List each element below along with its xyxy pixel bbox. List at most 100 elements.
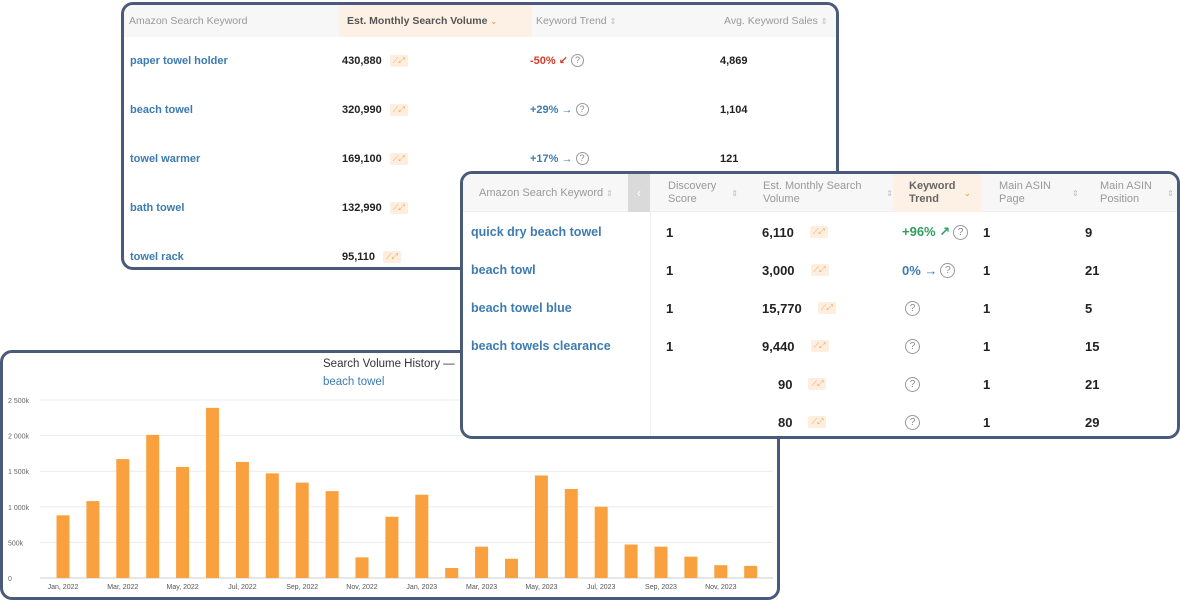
sparkline-icon[interactable]: ⟋⤢ <box>808 378 827 390</box>
bar[interactable] <box>176 466 190 578</box>
sparkline-icon[interactable]: ⟋⤢ <box>810 340 829 352</box>
sparkline-icon[interactable]: ⟋⤢ <box>808 416 827 428</box>
bar[interactable] <box>355 557 369 578</box>
header-page-label: Main ASIN Page <box>999 180 1051 205</box>
help-icon[interactable]: ? <box>905 300 920 316</box>
asin-position-cell: 29 <box>1085 403 1099 436</box>
keyword-link[interactable]: quick dry beach towel <box>471 225 602 239</box>
keyword-link[interactable]: beach towel blue <box>471 301 572 315</box>
help-icon[interactable]: ? <box>905 338 920 354</box>
volume-cell: 320,990 ⟋⤢ <box>342 85 408 134</box>
header-keyword[interactable]: Amazon Search Keyword <box>129 5 247 37</box>
keyword-cell[interactable]: bath towel <box>130 183 184 232</box>
keyword-link[interactable]: towel rack <box>130 250 184 263</box>
keyword-cell[interactable]: beach towels clearance <box>471 327 611 365</box>
sparkline-icon[interactable]: ⟋⤢ <box>809 226 828 238</box>
asin-position-cell: 9 <box>1085 213 1092 251</box>
volume-value: 9,440 <box>762 338 795 354</box>
bar[interactable] <box>714 565 728 578</box>
keyword-link[interactable]: towel warmer <box>130 152 201 165</box>
volume-cell: 15,770 ⟋⤢ <box>762 289 836 327</box>
header-main-asin-page[interactable]: Main ASIN Page ⇕ <box>999 174 1084 212</box>
header-discovery-label: Discovery Score <box>668 180 717 205</box>
table-header: Amazon Search Keyword Est. Monthly Searc… <box>124 5 836 37</box>
header-search-volume[interactable]: Est. Monthly Search Volume ⇕ <box>763 174 893 212</box>
bar[interactable] <box>505 558 518 578</box>
bar[interactable] <box>744 565 758 578</box>
volume-value: 169,100 <box>342 152 382 165</box>
header-trend-label: Keyword Trend <box>536 15 607 27</box>
table-row: 80 ⟋⤢? 1 29 <box>463 403 1177 436</box>
keyword-cell[interactable]: towel warmer <box>130 134 200 183</box>
sparkline-icon[interactable]: ⟋⤢ <box>389 201 408 214</box>
help-icon[interactable]: ? <box>905 376 920 392</box>
volume-cell: 80 ⟋⤢ <box>778 403 827 436</box>
bar[interactable] <box>116 459 130 578</box>
sparkline-icon[interactable]: ⟋⤢ <box>383 250 402 263</box>
sparkline-icon[interactable]: ⟋⤢ <box>817 302 836 314</box>
keyword-cell[interactable]: quick dry beach towel <box>471 213 602 251</box>
bar[interactable] <box>594 506 608 578</box>
bar[interactable] <box>445 568 459 578</box>
volume-value: 80 <box>778 414 793 430</box>
bar[interactable] <box>206 407 219 578</box>
help-icon[interactable]: ? <box>570 54 584 67</box>
bar[interactable] <box>325 491 339 578</box>
header-sales[interactable]: Avg. Keyword Sales ⇕ <box>724 5 827 37</box>
keyword-link[interactable]: beach towel <box>130 103 193 116</box>
sparkline-icon[interactable]: ⟋⤢ <box>810 264 829 276</box>
sparkline-icon[interactable]: ⟋⤢ <box>389 54 408 67</box>
collapse-left-icon[interactable]: ‹ <box>628 174 650 212</box>
y-tick-label: 2 000k <box>8 434 30 441</box>
bar[interactable] <box>265 473 279 578</box>
keyword-link[interactable]: beach towl <box>471 263 536 277</box>
keyword-link[interactable]: bath towel <box>130 201 185 214</box>
help-icon[interactable]: ? <box>575 152 589 165</box>
sales-value: 121 <box>720 152 739 165</box>
bar[interactable] <box>475 546 489 578</box>
header-trend[interactable]: Keyword Trend ⌄ <box>893 174 981 212</box>
header-keyword[interactable]: Amazon Search Keyword ⇕ <box>479 174 629 212</box>
header-search-volume[interactable]: Est. Monthly Search Volume ⌄ <box>339 5 532 37</box>
keyword-cell[interactable]: beach towel <box>130 85 193 134</box>
help-icon[interactable]: ? <box>575 103 589 116</box>
x-tick-label: Jan, 2023 <box>406 584 437 591</box>
help-icon[interactable]: ? <box>953 224 969 240</box>
help-icon[interactable]: ? <box>940 262 956 278</box>
bar[interactable] <box>56 515 70 578</box>
header-position-label: Main ASIN Position <box>1100 180 1152 205</box>
asin-page-value: 1 <box>983 376 991 392</box>
bar[interactable] <box>385 516 399 578</box>
header-trend[interactable]: Keyword Trend ⇕ <box>536 5 616 37</box>
keyword-link[interactable]: beach towels clearance <box>471 339 611 353</box>
bar[interactable] <box>146 434 160 578</box>
bar[interactable] <box>684 556 698 578</box>
keyword-cell[interactable]: towel rack <box>130 232 184 267</box>
chart-subtitle[interactable]: beach towel <box>323 376 385 388</box>
asin-position-cell: 15 <box>1085 327 1099 365</box>
x-tick-label: Sep, 2023 <box>645 584 677 591</box>
sparkline-icon[interactable]: ⟋⤢ <box>389 103 408 116</box>
bar[interactable] <box>534 475 548 578</box>
sales-cell: 1,104 <box>720 85 748 134</box>
bar[interactable] <box>624 544 638 578</box>
header-discovery-score[interactable]: Discovery Score ⇕ <box>668 174 738 212</box>
bar[interactable] <box>415 494 429 578</box>
keyword-cell[interactable]: beach towl <box>471 251 536 289</box>
keyword-cell[interactable]: paper towel holder <box>130 36 228 85</box>
volume-value: 95,110 <box>342 250 376 263</box>
trend-cell: ? <box>902 403 920 436</box>
keyword-link[interactable]: paper towel holder <box>130 54 228 67</box>
trend-cell: +17% →? <box>530 134 589 183</box>
bar[interactable] <box>564 489 578 578</box>
bar[interactable] <box>86 501 100 578</box>
bar[interactable] <box>235 461 249 578</box>
sparkline-icon[interactable]: ⟋⤢ <box>389 152 408 165</box>
header-main-asin-position[interactable]: Main ASIN Position ⇕ <box>1100 174 1177 212</box>
keyword-cell[interactable]: beach towel blue <box>471 289 572 327</box>
bar[interactable] <box>295 482 309 578</box>
bar[interactable] <box>654 546 668 578</box>
y-tick-label: 1 500k <box>8 469 30 476</box>
help-icon[interactable]: ? <box>905 414 920 430</box>
asin-page-value: 1 <box>983 224 991 240</box>
